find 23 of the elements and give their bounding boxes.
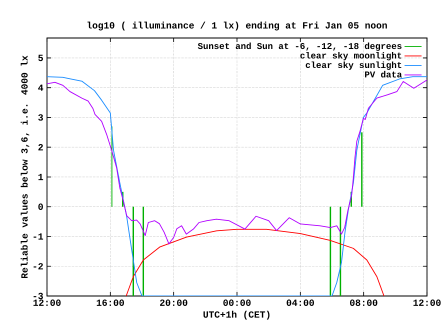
x-tick-label: 12:00	[413, 300, 441, 306]
y-axis-title: Reliable values below 3,6, i.e. 4000 lx	[20, 56, 30, 278]
x-tick-label: 00:00	[223, 300, 251, 306]
y-tick-label: 3	[38, 114, 43, 121]
y-tick-label: 1	[38, 174, 44, 180]
chart-title: log10 ( illuminance / 1 lx) ending at Fri Jan 05 noon	[88, 22, 387, 30]
legend-label: clear sky moonlight	[300, 52, 402, 60]
x-tick-label: 20:00	[160, 300, 188, 306]
y-tick-label: 4	[38, 84, 44, 91]
legend-label: PV data	[365, 70, 402, 78]
y-tick-label: -1	[34, 233, 44, 240]
x-axis-title: UTC+1h (CET)	[204, 310, 270, 320]
x-tick-label: 04:00	[286, 300, 314, 306]
legend-label: Sunset and Sun at -6, -12, -18 degrees	[198, 42, 402, 51]
legend-label: clear sky sunlight	[306, 61, 402, 70]
y-tick-label: -2	[34, 263, 43, 270]
y-tick-label: -3	[34, 292, 43, 300]
x-tick-label: 08:00	[350, 300, 378, 306]
x-tick-label: 16:00	[96, 300, 124, 306]
y-tick-label: 5	[38, 54, 43, 62]
x-tick-label: 12:00	[33, 300, 61, 306]
y-tick-label: 0	[38, 204, 43, 210]
y-tick-label: 2	[38, 144, 43, 150]
